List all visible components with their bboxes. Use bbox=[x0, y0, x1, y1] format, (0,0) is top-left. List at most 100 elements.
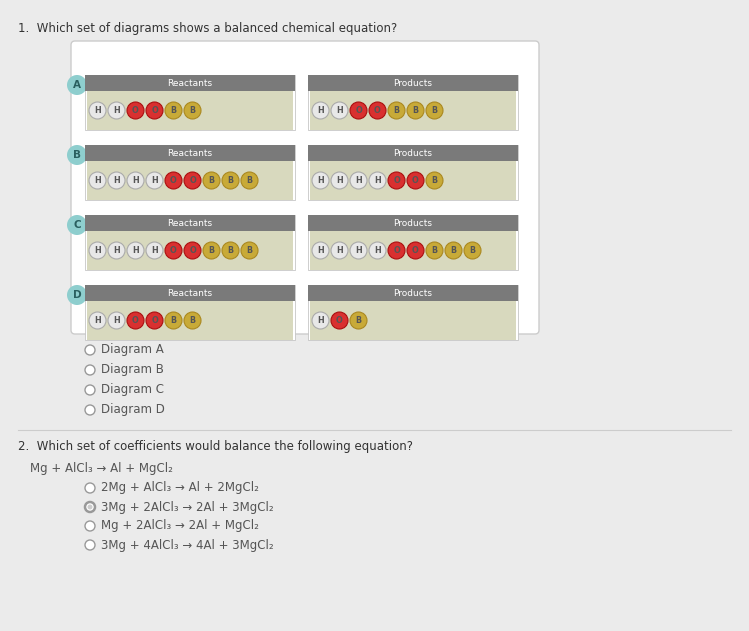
Circle shape bbox=[312, 242, 329, 259]
Text: O: O bbox=[374, 106, 381, 115]
Text: 2Mg + AlCl₃ → Al + 2MgCl₂: 2Mg + AlCl₃ → Al + 2MgCl₂ bbox=[101, 481, 259, 495]
Circle shape bbox=[222, 242, 239, 259]
Text: O: O bbox=[355, 106, 362, 115]
Text: O: O bbox=[132, 106, 139, 115]
Circle shape bbox=[464, 242, 481, 259]
Bar bbox=[85, 75, 295, 130]
Text: O: O bbox=[412, 246, 419, 255]
Text: B: B bbox=[450, 246, 457, 255]
Text: H: H bbox=[94, 106, 101, 115]
Text: B: B bbox=[246, 176, 252, 185]
Circle shape bbox=[89, 102, 106, 119]
Text: B: B bbox=[171, 106, 177, 115]
Bar bbox=[308, 75, 518, 130]
Circle shape bbox=[388, 102, 405, 119]
Circle shape bbox=[127, 312, 144, 329]
Text: H: H bbox=[151, 246, 158, 255]
Bar bbox=[87, 301, 293, 340]
Text: A: A bbox=[73, 80, 81, 90]
Circle shape bbox=[426, 242, 443, 259]
Text: H: H bbox=[336, 246, 343, 255]
Bar bbox=[87, 91, 293, 130]
Text: H: H bbox=[132, 176, 139, 185]
Bar bbox=[308, 215, 518, 270]
Text: Mg + AlCl₃ → Al + MgCl₂: Mg + AlCl₃ → Al + MgCl₂ bbox=[30, 462, 173, 475]
Bar bbox=[308, 145, 518, 161]
Text: H: H bbox=[317, 106, 324, 115]
Text: Reactants: Reactants bbox=[168, 288, 213, 297]
Text: Products: Products bbox=[393, 78, 432, 88]
Text: 1.  Which set of diagrams shows a balanced chemical equation?: 1. Which set of diagrams shows a balance… bbox=[18, 22, 397, 35]
Text: B: B bbox=[208, 176, 214, 185]
FancyBboxPatch shape bbox=[71, 41, 539, 334]
Text: Products: Products bbox=[393, 218, 432, 228]
Text: H: H bbox=[113, 106, 120, 115]
Text: H: H bbox=[336, 176, 343, 185]
Text: O: O bbox=[393, 246, 400, 255]
Text: B: B bbox=[208, 246, 214, 255]
Circle shape bbox=[85, 405, 95, 415]
Text: H: H bbox=[94, 316, 101, 325]
Text: D: D bbox=[73, 290, 82, 300]
Text: B: B bbox=[431, 176, 437, 185]
Text: Products: Products bbox=[393, 148, 432, 158]
Text: O: O bbox=[170, 246, 177, 255]
Circle shape bbox=[388, 172, 405, 189]
Text: O: O bbox=[151, 316, 158, 325]
Text: Diagram B: Diagram B bbox=[101, 363, 164, 377]
Bar bbox=[308, 215, 518, 231]
Text: B: B bbox=[246, 246, 252, 255]
Circle shape bbox=[388, 242, 405, 259]
Text: H: H bbox=[336, 106, 343, 115]
Text: B: B bbox=[470, 246, 476, 255]
Circle shape bbox=[85, 365, 95, 375]
Text: Diagram A: Diagram A bbox=[101, 343, 164, 357]
Text: B: B bbox=[356, 316, 362, 325]
Text: H: H bbox=[113, 246, 120, 255]
Circle shape bbox=[184, 172, 201, 189]
Circle shape bbox=[407, 102, 424, 119]
Circle shape bbox=[331, 312, 348, 329]
Circle shape bbox=[146, 102, 163, 119]
Circle shape bbox=[222, 172, 239, 189]
Bar bbox=[308, 75, 518, 91]
Bar bbox=[87, 231, 293, 270]
Text: H: H bbox=[355, 246, 362, 255]
Text: Reactants: Reactants bbox=[168, 218, 213, 228]
Text: O: O bbox=[151, 106, 158, 115]
Circle shape bbox=[331, 242, 348, 259]
Text: H: H bbox=[94, 176, 101, 185]
Circle shape bbox=[146, 312, 163, 329]
Circle shape bbox=[350, 102, 367, 119]
Circle shape bbox=[67, 75, 87, 95]
Text: O: O bbox=[393, 176, 400, 185]
Circle shape bbox=[312, 312, 329, 329]
Text: C: C bbox=[73, 220, 81, 230]
Circle shape bbox=[127, 172, 144, 189]
Circle shape bbox=[85, 345, 95, 355]
Text: O: O bbox=[336, 316, 343, 325]
Bar bbox=[85, 145, 295, 200]
Circle shape bbox=[241, 172, 258, 189]
Circle shape bbox=[369, 102, 386, 119]
Circle shape bbox=[445, 242, 462, 259]
Text: H: H bbox=[355, 176, 362, 185]
Circle shape bbox=[369, 172, 386, 189]
Circle shape bbox=[89, 172, 106, 189]
Text: B: B bbox=[189, 316, 195, 325]
Circle shape bbox=[127, 102, 144, 119]
Text: O: O bbox=[189, 176, 196, 185]
Bar bbox=[87, 161, 293, 200]
Text: H: H bbox=[94, 246, 101, 255]
Circle shape bbox=[312, 102, 329, 119]
Circle shape bbox=[108, 312, 125, 329]
Circle shape bbox=[407, 172, 424, 189]
Circle shape bbox=[165, 312, 182, 329]
Text: Reactants: Reactants bbox=[168, 148, 213, 158]
Circle shape bbox=[331, 102, 348, 119]
Circle shape bbox=[331, 172, 348, 189]
Circle shape bbox=[85, 521, 95, 531]
Circle shape bbox=[407, 242, 424, 259]
Bar bbox=[310, 301, 516, 340]
Circle shape bbox=[108, 242, 125, 259]
